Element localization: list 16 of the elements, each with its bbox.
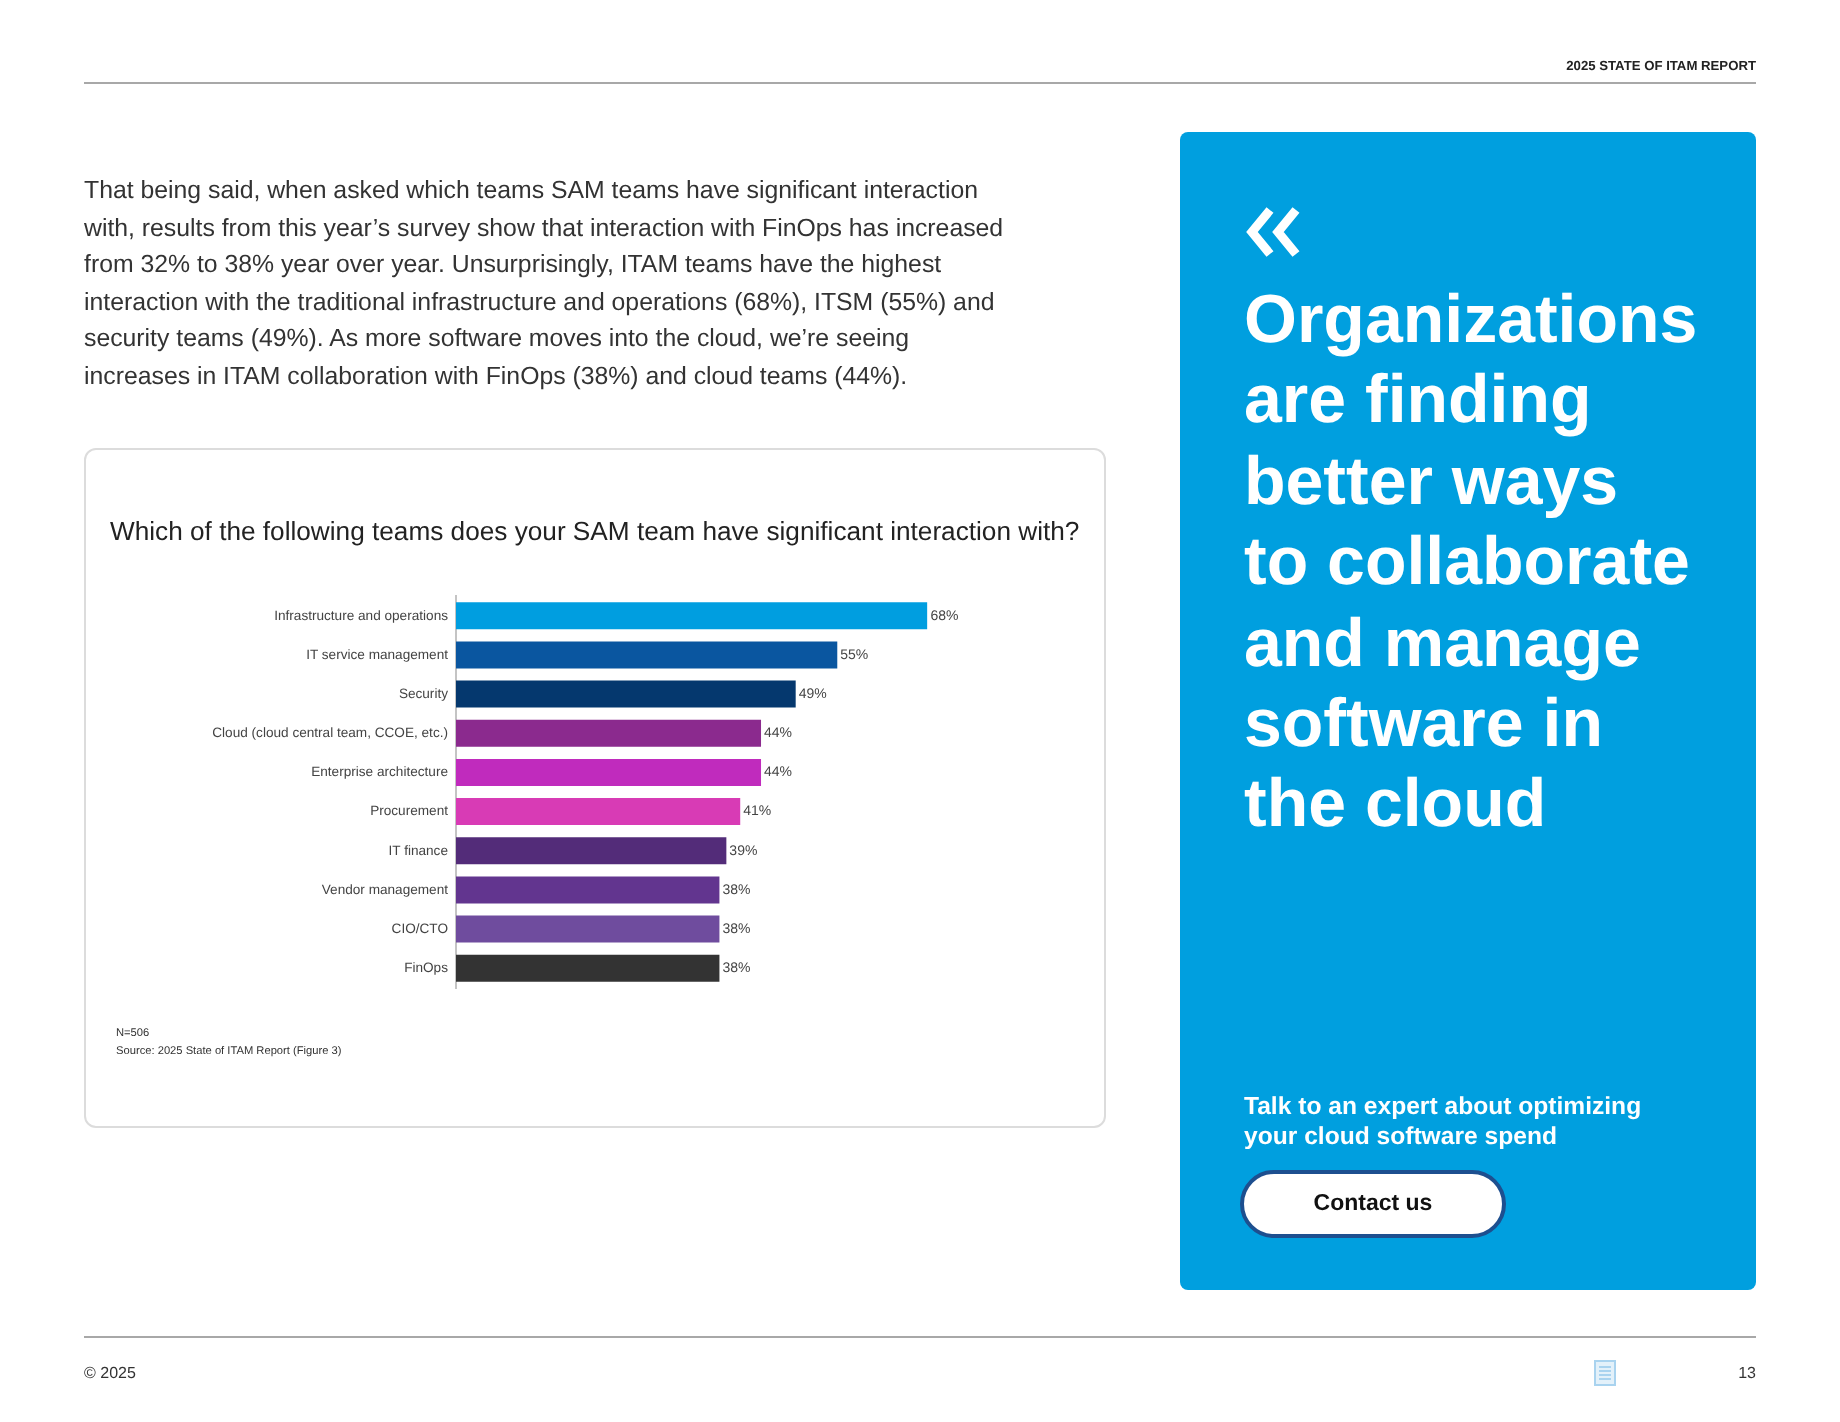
bar bbox=[456, 680, 796, 708]
bar bbox=[456, 758, 762, 786]
chart-title: Which of the following teams does your SAM team have significant interaction with? bbox=[110, 516, 1080, 546]
bar bbox=[456, 602, 928, 630]
text: 13 bbox=[1738, 1364, 1756, 1382]
bar bbox=[456, 798, 741, 826]
text: © 2025 bbox=[84, 1364, 136, 1382]
bar bbox=[456, 641, 838, 669]
text: Organizations are finding better ways to collaborate and manage software in the cloud bbox=[1244, 280, 1698, 846]
bar bbox=[456, 954, 720, 982]
text: That being said, when asked which teams SAM teams have significant interaction with, results from this year’s survey show that interaction with FinOps has increased from 32% to 38% year over year. Unsurprisingly, ITAM teams have the highest interaction with the traditional infrastructure and operations (68%), ITSM (55%) and security teams (49%). As more software moves into the cloud, we’re seeing increases in ITAM collaboration with FinOps (38%) and cloud teams (44%). bbox=[84, 174, 1006, 394]
text: Talk to an expert about optimizing your cloud software spend bbox=[1244, 1092, 1644, 1152]
bar bbox=[456, 915, 720, 943]
bar bbox=[456, 837, 727, 865]
bar bbox=[456, 876, 720, 904]
bar bbox=[456, 719, 762, 747]
